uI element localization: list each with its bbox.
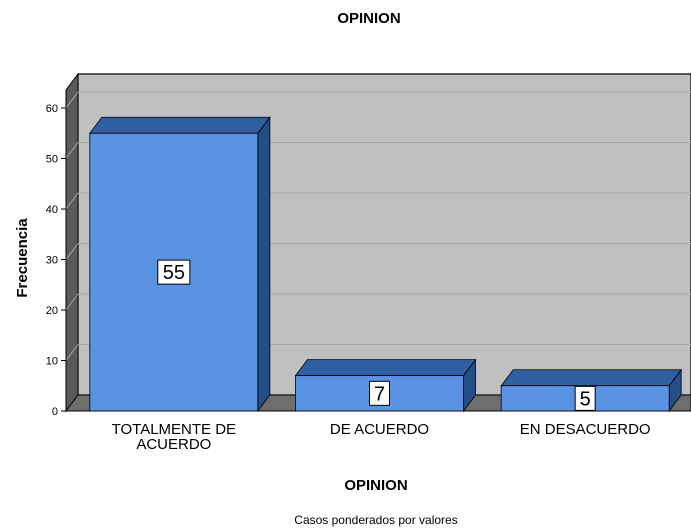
bars: 55 7 5 (89, 116, 682, 413)
side-wall (65, 72, 79, 413)
data-label-box (157, 259, 191, 285)
gridline-side (65, 142, 79, 159)
footnote: Casos ponderados por valores (294, 513, 457, 527)
y-axis-ticks: 0 10 20 30 40 50 60 (46, 103, 67, 418)
x-axis-title: OPINION (344, 477, 407, 494)
y-tick-label: 20 (46, 305, 58, 317)
chart-title: OPINION (337, 10, 400, 27)
y-axis-title: Frecuencia (14, 218, 31, 298)
bar-side (257, 116, 271, 413)
data-label: 55 (163, 262, 185, 284)
gridline-side (65, 293, 79, 311)
x-axis-categories: TOTALMENTE DE ACUERDO DE ACUERDO EN DESACUE… (112, 421, 651, 453)
y-tick-label: 0 (52, 406, 58, 418)
x-category-label: TOTALMENTE DE ACUERDO (112, 421, 236, 453)
data-label-box (574, 385, 596, 411)
x-category-label: EN DESACUERDO (520, 421, 651, 438)
y-tick-label: 50 (46, 154, 58, 166)
y-tick-label: 10 (46, 356, 58, 368)
data-label-box (369, 380, 390, 406)
gridline-side (65, 344, 79, 361)
data-label: 5 (580, 388, 591, 410)
y-tick-label: 60 (46, 103, 58, 115)
x-category-label: DE ACUERDO (330, 421, 429, 438)
data-label: 7 (374, 383, 385, 405)
gridline-side (65, 91, 79, 109)
bar-top (294, 359, 477, 377)
bar-top (89, 116, 271, 134)
gridline-side (65, 243, 79, 260)
gridline-side (65, 192, 79, 210)
y-tick-label: 30 (46, 255, 58, 267)
y-tick-label: 40 (46, 204, 58, 216)
bar-top (500, 369, 682, 387)
